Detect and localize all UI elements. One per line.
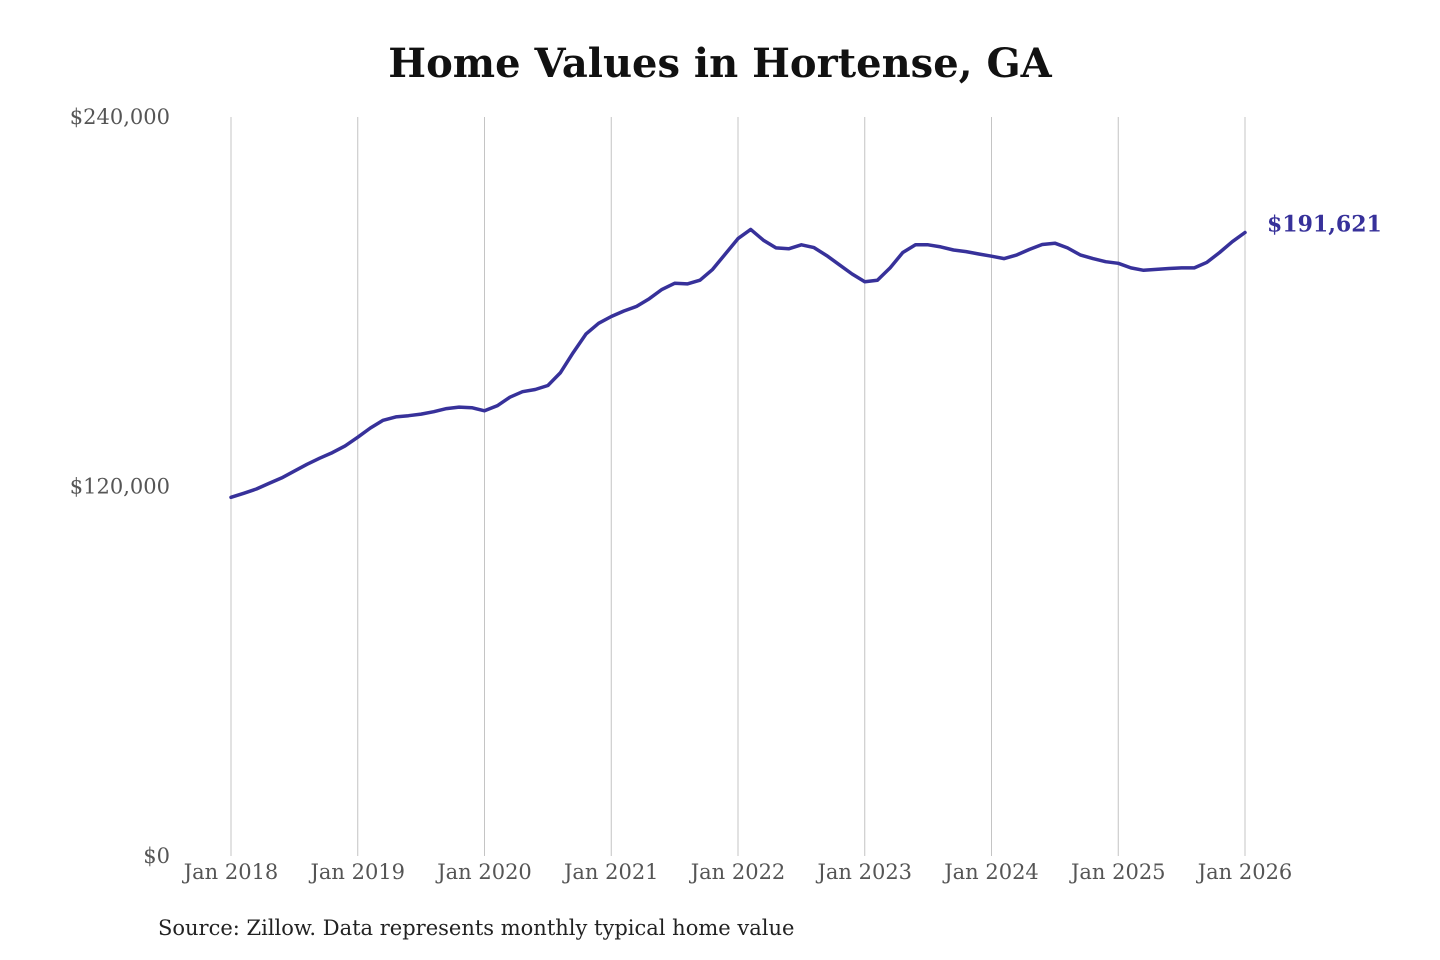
end-value-label: $191,621 (1267, 211, 1382, 237)
y-tick-label: $240,000 (70, 105, 170, 129)
x-tick-label: Jan 2025 (1069, 860, 1166, 884)
x-tick-label: Jan 2022 (689, 860, 786, 884)
x-tick-label: Jan 2018 (182, 860, 279, 884)
x-tick-label: Jan 2020 (435, 860, 532, 884)
x-tick-label: Jan 2023 (815, 860, 912, 884)
y-tick-label: $120,000 (70, 475, 170, 499)
x-axis-ticks: Jan 2018 Jan 2019 Jan 2020 Jan 2021 Jan 2022… (182, 860, 1293, 884)
x-tick-label: Jan 2026 (1196, 860, 1293, 884)
y-axis-ticks: $0 $120,000 $240,000 (70, 105, 170, 868)
chart-title: Home Values in Hortense, GA (388, 40, 1052, 87)
gridlines (230, 117, 1246, 856)
x-tick-label: Jan 2024 (942, 860, 1039, 884)
y-tick-label: $0 (143, 844, 170, 868)
source-note: Source: Zillow. Data represents monthly … (158, 916, 795, 940)
x-tick-label: Jan 2021 (562, 860, 659, 884)
series-line (229, 227, 1247, 500)
x-tick-label: Jan 2019 (308, 860, 405, 884)
